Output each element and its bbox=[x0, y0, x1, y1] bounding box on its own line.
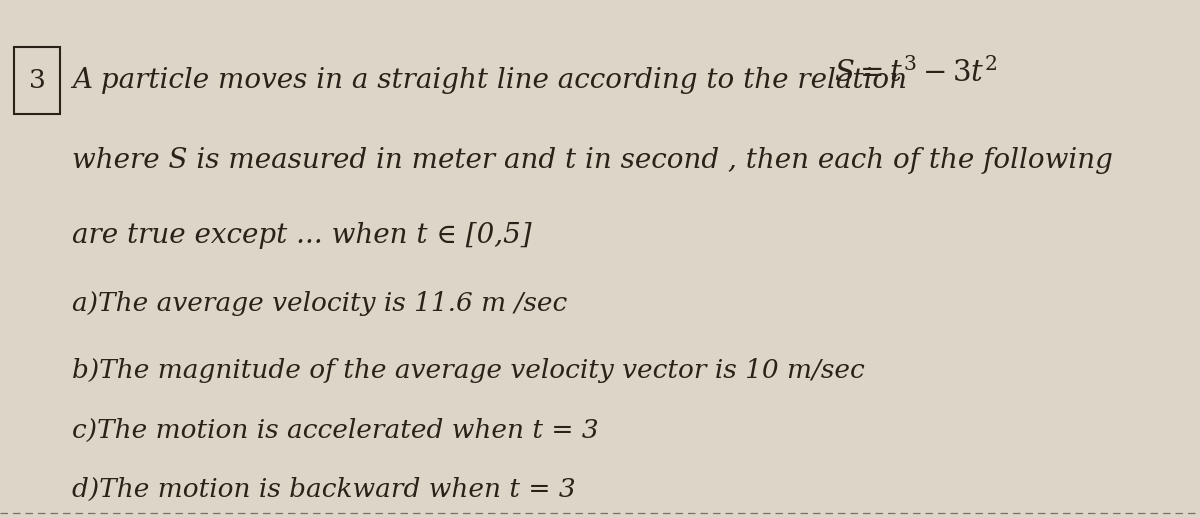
Text: A particle moves in a straight line according to the relation: A particle moves in a straight line acco… bbox=[72, 67, 916, 94]
Text: b)The magnitude of the average velocity vector is 10 m/sec: b)The magnitude of the average velocity … bbox=[72, 358, 865, 383]
Text: d)The motion is backward when t = 3: d)The motion is backward when t = 3 bbox=[72, 477, 576, 502]
Text: where S is measured in meter and t in second , then each of the following: where S is measured in meter and t in se… bbox=[72, 147, 1112, 174]
Text: $S = t^3 - 3t^2$: $S = t^3 - 3t^2$ bbox=[834, 57, 997, 88]
Text: are true except ... when t ∈ [0,5]: are true except ... when t ∈ [0,5] bbox=[72, 222, 532, 249]
Text: c)The motion is accelerated when t = 3: c)The motion is accelerated when t = 3 bbox=[72, 418, 599, 442]
Text: a)The average velocity is 11.6 m /sec: a)The average velocity is 11.6 m /sec bbox=[72, 291, 568, 315]
Text: 3: 3 bbox=[29, 68, 46, 93]
